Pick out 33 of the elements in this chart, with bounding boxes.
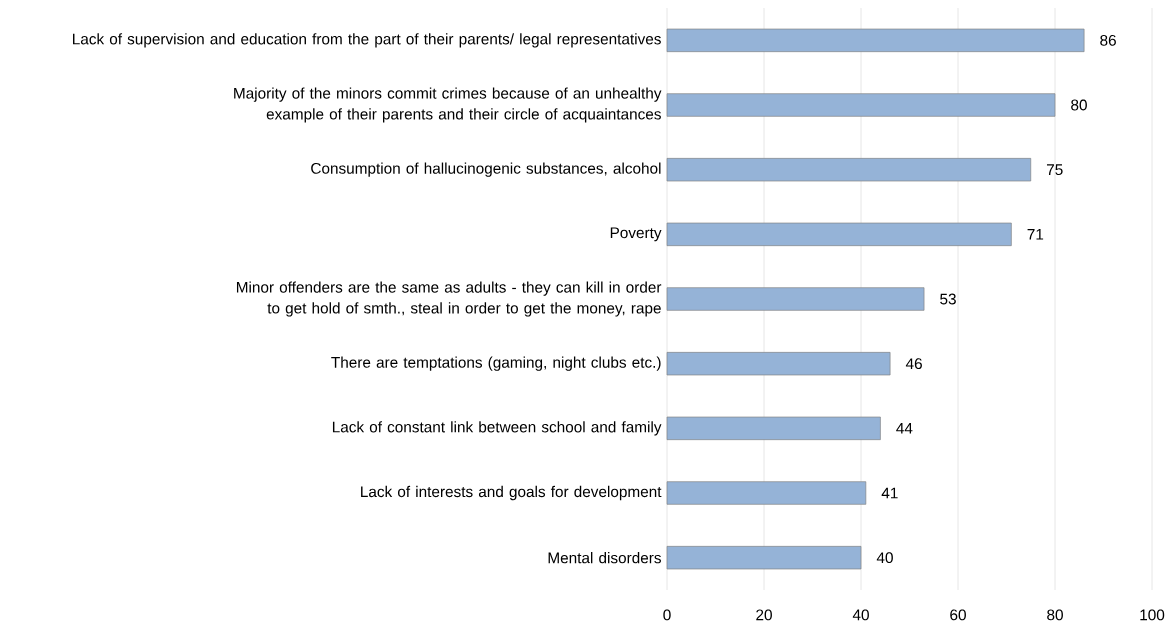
bar bbox=[666, 222, 1012, 247]
bar bbox=[666, 481, 867, 505]
data-label: 80 bbox=[1071, 99, 1087, 111]
x-tick-label: 0 bbox=[663, 609, 671, 621]
bar bbox=[666, 416, 881, 440]
bar bbox=[666, 352, 891, 376]
x-tick-label: 80 bbox=[1047, 609, 1063, 621]
data-label: 53 bbox=[940, 293, 956, 305]
data-label: 46 bbox=[905, 358, 922, 370]
data-label: 40 bbox=[876, 552, 893, 564]
y-tick-label: Majority of the minors commit crimes because of an unhealthy example of their parents and their circle of acquaintances bbox=[234, 87, 662, 123]
x-tick-label: 60 bbox=[950, 609, 966, 621]
y-tick-label: Lack of constant link between school and family bbox=[332, 421, 662, 436]
data-label: 41 bbox=[881, 487, 898, 499]
x-tick-label: 20 bbox=[756, 609, 772, 621]
data-label: 44 bbox=[896, 423, 913, 434]
y-tick-label: Mental disorders bbox=[548, 552, 661, 564]
data-label: 86 bbox=[1100, 34, 1116, 46]
bar bbox=[666, 546, 862, 570]
y-tick-label: Lack of supervision and education from the part of their parents/ legal representatives bbox=[73, 33, 661, 48]
y-tick-label: Poverty bbox=[610, 227, 662, 242]
bar bbox=[666, 287, 925, 311]
y-tick-label: Lack of interests and goals for development bbox=[361, 485, 662, 501]
x-tick-label: 100 bbox=[1140, 609, 1165, 621]
bar bbox=[666, 93, 1056, 117]
x-tick-label: 40 bbox=[852, 609, 869, 621]
data-label: 75 bbox=[1046, 164, 1063, 176]
data-label: 71 bbox=[1027, 229, 1044, 240]
y-tick-label: There are temptations (gaming, night clubs etc.) bbox=[331, 356, 661, 371]
bar bbox=[666, 28, 1085, 53]
bar bbox=[666, 158, 1032, 182]
y-tick-label: Minor offenders are the same as adults - they can kill in order to get hold of smth., steal in order to get the money, rape bbox=[236, 281, 662, 317]
y-tick-label: Consumption of hallucinogenic substances, alcohol bbox=[311, 162, 661, 177]
